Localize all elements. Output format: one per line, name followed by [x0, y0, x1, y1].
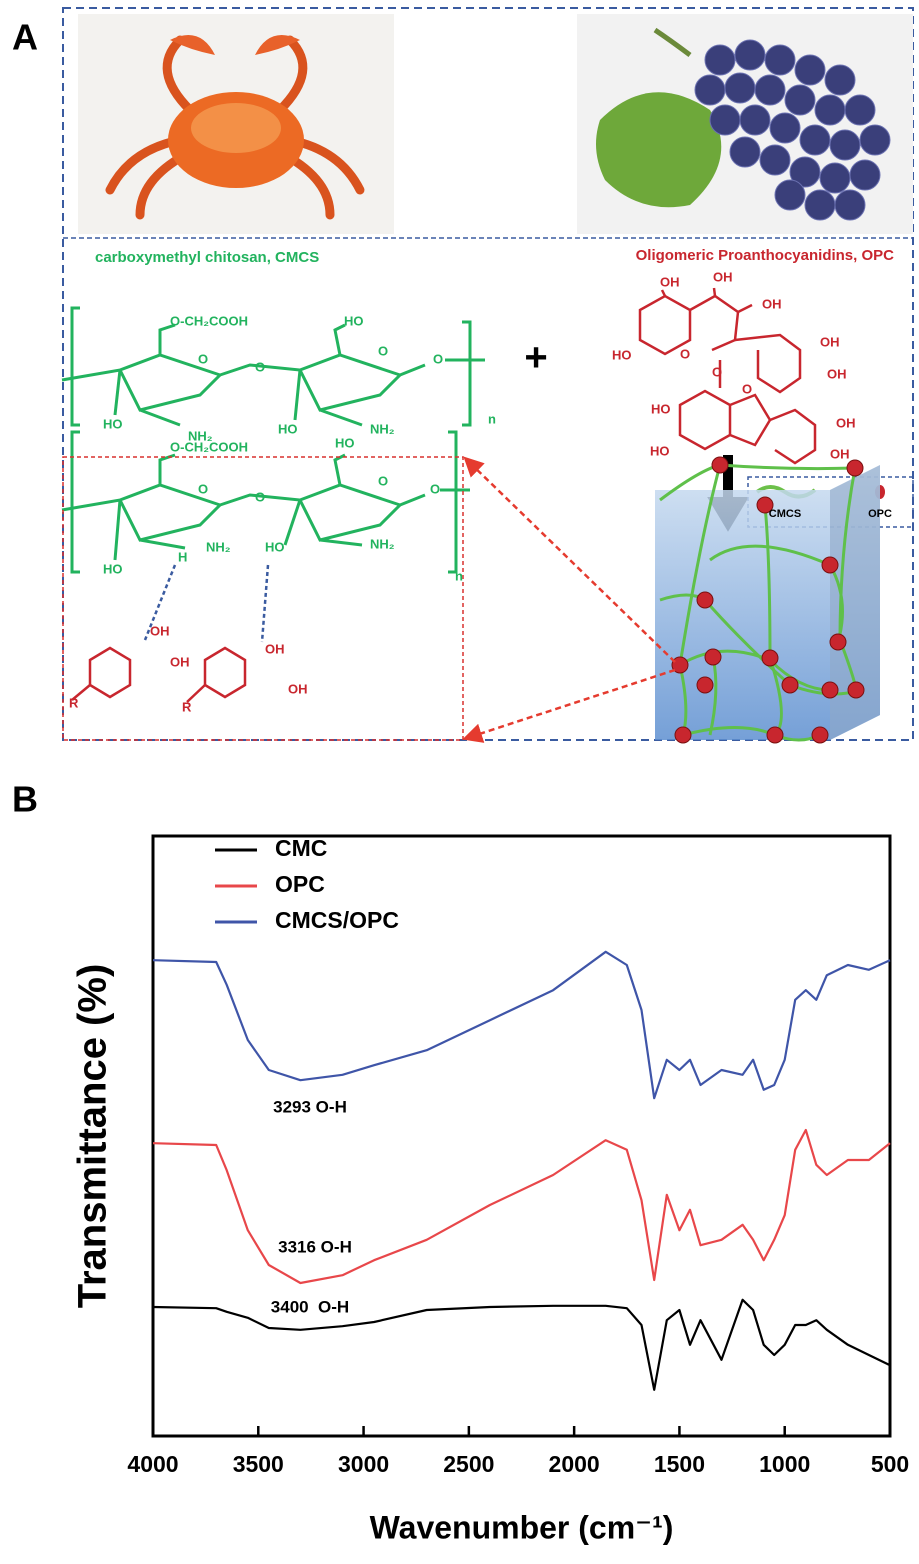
structure-label: n	[455, 568, 463, 583]
legend-label: OPC	[275, 871, 325, 897]
panel-frame	[62, 7, 914, 741]
annotation: 3316 O-H	[278, 1237, 352, 1256]
x-tick-label: 3500	[233, 1451, 284, 1477]
structure-label: O	[712, 364, 722, 379]
cmcs-title: carboxymethyl chitosan, CMCS	[95, 249, 319, 266]
plus-sign: +	[524, 336, 547, 380]
hydrogel	[655, 456, 880, 744]
series-line	[152, 1128, 891, 1285]
structure-label: HO	[103, 416, 123, 431]
structure-label: NH₂	[188, 428, 213, 443]
structure-label: NH₂	[370, 421, 395, 436]
structure-label: HO	[278, 421, 298, 436]
structure-label: OH	[830, 446, 850, 461]
opc-title: Oligomeric Proanthocyanidins, OPC	[636, 247, 895, 264]
structure-label: R	[69, 695, 79, 710]
structure-label: O	[742, 381, 752, 396]
structure-label: OH	[150, 623, 170, 638]
hydrogen-bonds	[143, 564, 270, 643]
structure-label: O	[255, 489, 265, 504]
structure-label: O	[433, 351, 443, 366]
legend-label: CMCS/OPC	[275, 907, 399, 933]
series-line	[152, 950, 891, 1100]
structure-label: HO	[651, 401, 671, 416]
structure-label: O	[378, 473, 388, 488]
structure-label: O-CH₂COOH	[170, 313, 248, 328]
y-axis-label: Transmittance (%)	[71, 964, 115, 1309]
x-tick-label: 2000	[549, 1451, 600, 1477]
structure-label: R	[182, 699, 192, 714]
structure-label: HO	[335, 435, 355, 450]
plot-frame	[151, 834, 892, 1438]
opc-skeleton	[638, 287, 817, 465]
cmcs-skeleton	[61, 306, 485, 427]
structure-label: OH	[713, 269, 733, 284]
structure-label: HO	[344, 313, 364, 328]
complex-box	[62, 456, 464, 741]
annotation: 3400 O-H	[271, 1297, 349, 1316]
complex-skeleton	[61, 430, 470, 574]
structure-label: n	[488, 411, 496, 426]
x-tick-label: 1000	[759, 1451, 810, 1477]
structure-label: OH	[288, 681, 308, 696]
structure-label: OH	[265, 641, 285, 656]
panel-label: A	[12, 17, 38, 58]
x-axis-label: Wavenumber (cm⁻¹)	[370, 1509, 674, 1545]
structure-label: HO	[265, 539, 285, 554]
structure-label: OH	[762, 296, 782, 311]
structure-label: O	[198, 351, 208, 366]
phenol-skeleton	[71, 646, 247, 703]
zoom-arrow	[462, 668, 676, 743]
crab-photo	[78, 14, 394, 234]
x-tick-label: 4000	[127, 1451, 178, 1477]
structure-label: NH₂	[206, 539, 231, 554]
structure-label: O-CH₂COOH	[170, 439, 248, 454]
structure-label: HO	[650, 443, 670, 458]
legend-label: CMCS	[769, 508, 801, 520]
structure-label: O	[198, 481, 208, 496]
structure-label: O	[255, 359, 265, 374]
structure-label: HO	[103, 561, 123, 576]
structure-label: OH	[660, 274, 680, 289]
legend-label: OPC	[868, 508, 892, 520]
x-tick-label: 500	[871, 1451, 909, 1477]
structure-label: HO	[612, 347, 632, 362]
x-tick-label: 3000	[338, 1451, 389, 1477]
structure-label: OH	[827, 366, 847, 381]
legend-label: CMC	[275, 835, 327, 861]
structure-label: OH	[836, 415, 856, 430]
x-tick-label: 1500	[654, 1451, 705, 1477]
grape-photo	[577, 14, 913, 234]
structure-label: NH₂	[370, 536, 395, 551]
structure-label: OH	[820, 334, 840, 349]
structure-label: O	[430, 481, 440, 496]
panel-label: B	[12, 779, 38, 820]
annotation: 3293 O-H	[273, 1097, 347, 1116]
structure-label: O	[680, 346, 690, 361]
x-tick-label: 2500	[443, 1451, 494, 1477]
zoom-arrow	[463, 456, 676, 663]
series-line	[152, 1298, 891, 1391]
structure-label: OH	[170, 654, 190, 669]
structure-label: H	[178, 549, 187, 564]
structure-label: O	[378, 343, 388, 358]
